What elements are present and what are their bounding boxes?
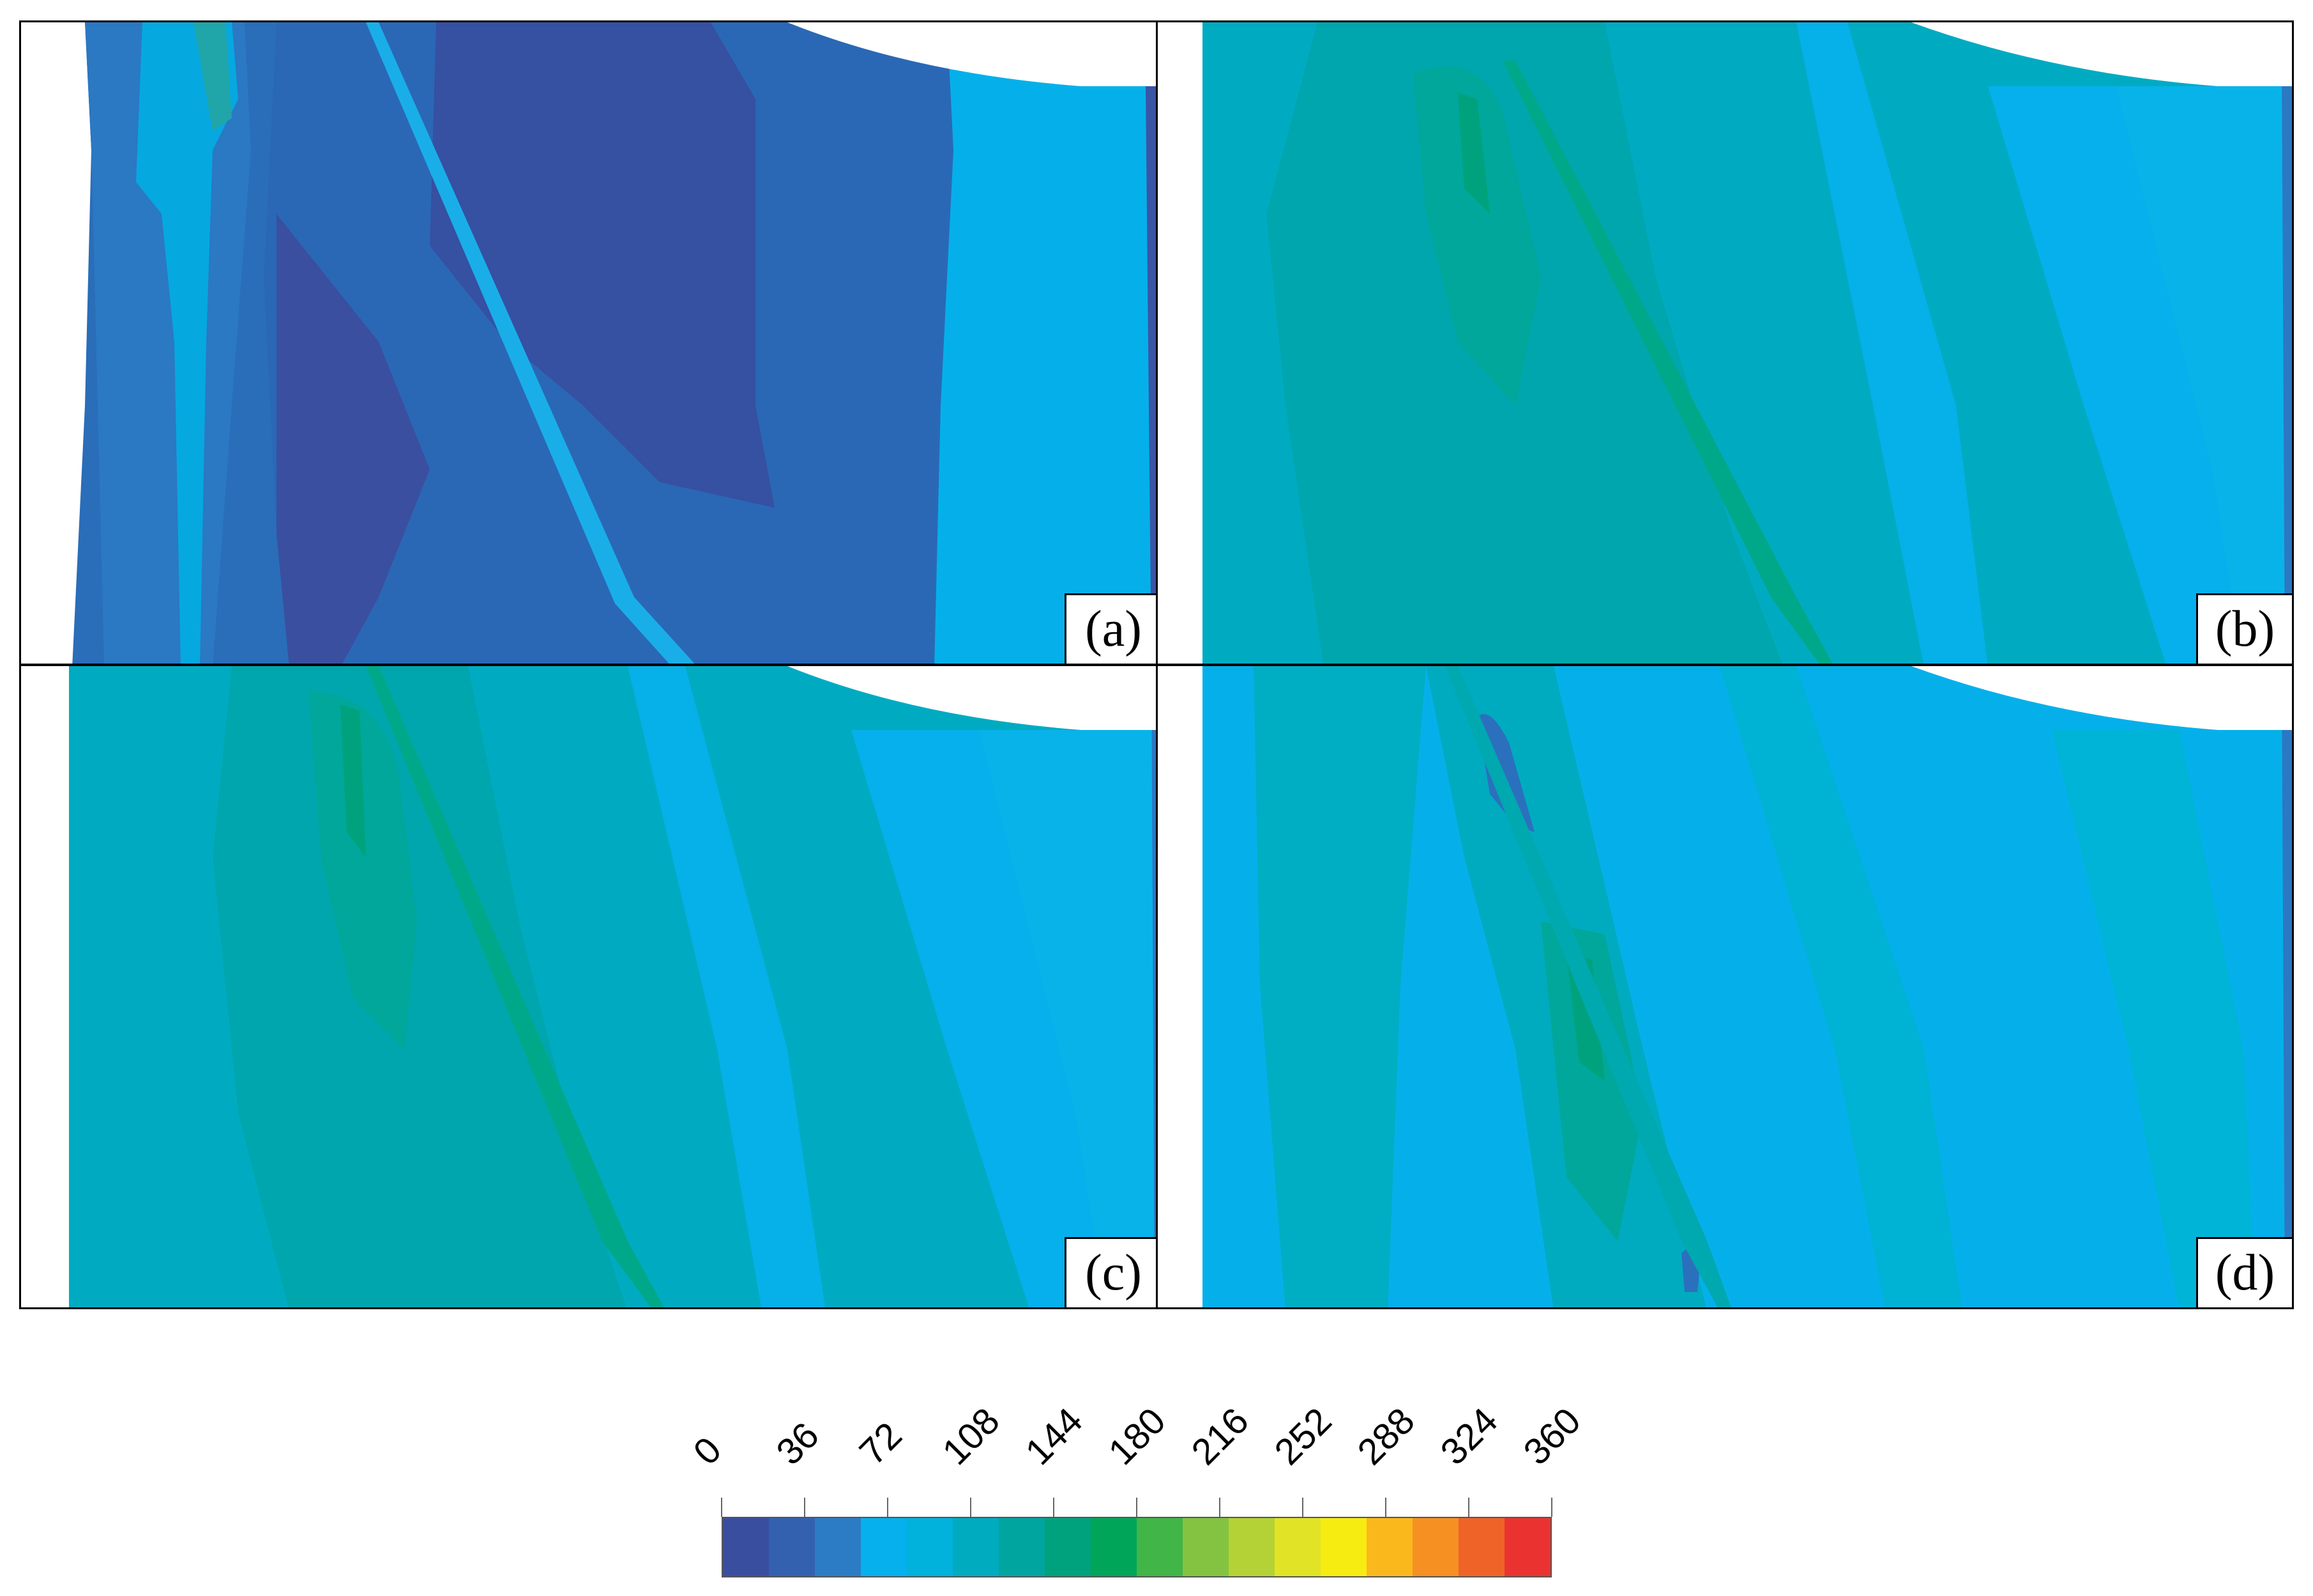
colorbar-segment	[1045, 1518, 1091, 1576]
colorbar-tick	[1136, 1498, 1137, 1517]
colorbar-segment	[1183, 1518, 1229, 1576]
panel-c: (c)	[19, 664, 1162, 1309]
colorbar-segment	[1229, 1518, 1275, 1576]
colorbar-tick-label: 108	[934, 1399, 1008, 1473]
colorbar-tick-label: 288	[1349, 1399, 1423, 1473]
panel-a: (a)	[19, 20, 1162, 665]
colorbar-segment	[999, 1518, 1045, 1576]
colorbar-tick	[1385, 1498, 1386, 1517]
colorbar-tick	[1468, 1498, 1469, 1517]
colorbar-tick-label: 144	[1017, 1399, 1091, 1473]
colorbar-segment	[1459, 1518, 1505, 1576]
colorbar-segment	[861, 1518, 907, 1576]
panel-label-a: (a)	[1065, 593, 1160, 664]
colorbar-tick	[721, 1498, 722, 1517]
colorbar-tick-label: 252	[1266, 1399, 1340, 1473]
colorbar-segment	[1137, 1518, 1183, 1576]
colorbar-segment	[1321, 1518, 1367, 1576]
panel-label-c: (c)	[1065, 1237, 1160, 1307]
contour-field-b	[1158, 22, 2292, 664]
contour-field-c	[21, 666, 1160, 1307]
colorbar-tick-label: 216	[1183, 1399, 1257, 1473]
colorbar	[722, 1517, 1552, 1577]
panel-label-d: (d)	[2196, 1237, 2292, 1307]
colorbar-segment	[953, 1518, 999, 1576]
colorbar-tick-label: 324	[1432, 1399, 1506, 1473]
colorbar-tick	[1053, 1498, 1054, 1517]
colorbar-segment	[815, 1518, 861, 1576]
colorbar-segment	[907, 1518, 953, 1576]
colorbar-segment	[1505, 1518, 1551, 1576]
colorbar-segment	[723, 1518, 769, 1576]
contour-field-a	[21, 22, 1160, 664]
colorbar-segment	[769, 1518, 815, 1576]
colorbar-tick-label: 180	[1100, 1399, 1174, 1473]
colorbar-tick-label: 36	[768, 1414, 827, 1473]
colorbar-tick	[804, 1498, 805, 1517]
colorbar-segment	[1413, 1518, 1459, 1576]
colorbar-tick	[1302, 1498, 1303, 1517]
colorbar-tick-label: 360	[1515, 1399, 1589, 1473]
colorbar-segment	[1367, 1518, 1413, 1576]
panel-b: (b)	[1156, 20, 2294, 665]
colorbar-segment	[1275, 1518, 1321, 1576]
colorbar-tick-label: 0	[685, 1429, 730, 1473]
contour-field-d	[1158, 666, 2292, 1307]
colorbar-tick	[887, 1498, 888, 1517]
panel-d: (d)	[1156, 664, 2294, 1309]
colorbar-tick	[1219, 1498, 1220, 1517]
colorbar-tick-label: 72	[851, 1414, 910, 1473]
panel-label-b: (b)	[2196, 593, 2292, 664]
colorbar-segment	[1091, 1518, 1137, 1576]
colorbar-tick	[1551, 1498, 1552, 1517]
colorbar-tick	[970, 1498, 971, 1517]
